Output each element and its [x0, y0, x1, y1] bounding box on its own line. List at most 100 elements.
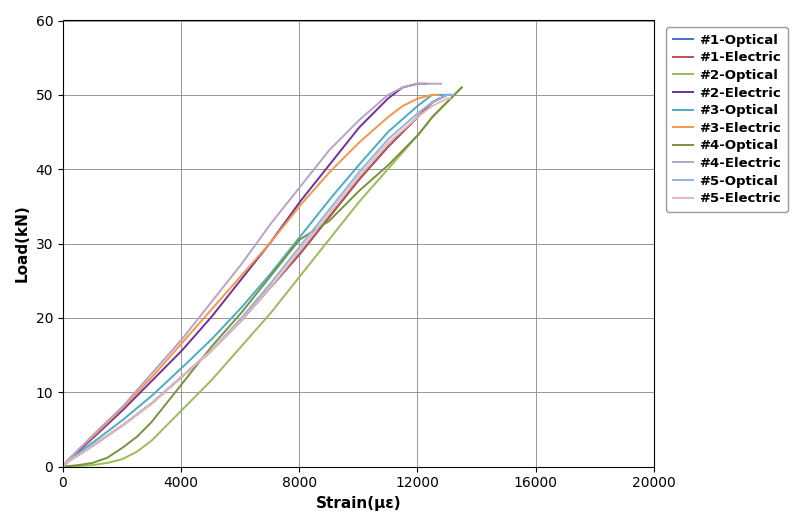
#3-Optical — [442, 92, 452, 98]
Line: #5-Electric: #5-Electric — [63, 98, 449, 467]
#2-Optical — [83, 462, 92, 469]
#5-Optical — [284, 257, 294, 263]
#1-Optical — [282, 265, 292, 271]
Line: #2-Optical: #2-Optical — [63, 87, 461, 467]
#4-Electric — [412, 80, 422, 87]
#4-Electric — [383, 92, 393, 98]
#5-Electric — [304, 235, 314, 241]
#1-Electric — [351, 180, 361, 186]
#1-Electric — [282, 265, 292, 271]
X-axis label: Strain(με): Strain(με) — [315, 496, 401, 511]
#4-Electric — [435, 80, 445, 87]
#1-Optical — [391, 135, 400, 141]
Line: #4-Optical: #4-Optical — [63, 87, 461, 467]
Line: #5-Optical: #5-Optical — [63, 95, 452, 467]
Line: #3-Electric: #3-Electric — [63, 95, 438, 467]
#4-Optical — [401, 144, 411, 150]
#4-Optical — [290, 242, 299, 249]
#3-Electric — [433, 92, 443, 98]
#5-Optical — [354, 169, 363, 176]
#4-Electric — [344, 126, 354, 133]
#2-Electric — [371, 108, 380, 114]
#4-Optical — [58, 463, 67, 470]
#5-Electric — [444, 95, 454, 102]
Line: #3-Optical: #3-Optical — [63, 95, 447, 467]
#2-Electric — [290, 206, 299, 213]
#4-Optical — [312, 226, 322, 232]
#3-Electric — [342, 151, 352, 157]
#2-Electric — [334, 150, 343, 156]
#3-Optical — [58, 463, 67, 470]
#1-Optical — [58, 463, 67, 470]
#5-Optical — [306, 229, 316, 235]
#4-Optical — [83, 461, 92, 467]
Line: #4-Electric: #4-Electric — [63, 84, 440, 467]
#3-Electric — [381, 116, 391, 122]
#5-Optical — [442, 92, 452, 98]
#4-Optical — [360, 182, 370, 188]
#5-Electric — [82, 447, 91, 453]
#2-Electric — [421, 80, 431, 87]
#2-Electric — [269, 235, 278, 241]
#1-Electric — [304, 239, 314, 245]
#4-Electric — [58, 463, 67, 470]
#1-Electric — [444, 92, 454, 98]
#4-Electric — [277, 206, 287, 212]
#5-Optical — [448, 92, 457, 98]
#3-Optical — [281, 251, 290, 258]
#4-Optical — [456, 84, 466, 90]
#4-Optical — [300, 233, 310, 239]
#3-Electric — [58, 463, 67, 470]
#3-Electric — [286, 214, 295, 220]
#3-Electric — [276, 227, 286, 233]
#4-Electric — [298, 179, 308, 185]
#3-Optical — [388, 124, 398, 130]
#2-Optical — [58, 463, 67, 470]
#3-Optical — [82, 444, 91, 450]
#1-Optical — [442, 92, 452, 98]
#1-Optical — [293, 253, 302, 259]
#2-Optical — [456, 84, 466, 90]
#2-Electric — [278, 221, 288, 228]
#5-Electric — [58, 463, 67, 470]
#5-Optical — [393, 127, 403, 133]
#2-Optical — [360, 191, 370, 198]
#5-Optical — [294, 244, 304, 250]
#3-Optical — [302, 224, 312, 230]
#3-Optical — [349, 167, 358, 174]
#5-Electric — [391, 133, 400, 139]
#1-Optical — [351, 180, 361, 186]
#3-Electric — [81, 440, 91, 446]
#2-Electric — [412, 80, 422, 87]
#1-Optical — [444, 92, 454, 98]
Legend: #1-Optical, #1-Electric, #2-Optical, #2-Electric, #3-Optical, #3-Electric, #4-Op: #1-Optical, #1-Electric, #2-Optical, #2-… — [666, 27, 787, 212]
#2-Electric — [58, 463, 67, 470]
#3-Optical — [427, 92, 437, 98]
#4-Electric — [287, 193, 297, 199]
Line: #1-Optical: #1-Optical — [63, 95, 449, 467]
#3-Optical — [291, 239, 301, 245]
#1-Electric — [58, 463, 67, 470]
#5-Electric — [351, 176, 361, 182]
#5-Electric — [282, 262, 292, 269]
#2-Optical — [290, 280, 299, 286]
#4-Electric — [81, 439, 91, 445]
#1-Optical — [304, 239, 314, 245]
#2-Optical — [300, 267, 310, 273]
#1-Electric — [82, 447, 91, 453]
#5-Optical — [58, 463, 67, 470]
Y-axis label: Load(kN): Load(kN) — [15, 205, 30, 282]
Line: #1-Electric: #1-Electric — [63, 95, 449, 467]
#1-Electric — [293, 253, 302, 259]
#2-Electric — [80, 442, 90, 448]
#5-Optical — [82, 447, 91, 453]
#1-Optical — [82, 447, 91, 453]
#2-Optical — [312, 251, 322, 258]
Line: #2-Electric: #2-Electric — [63, 84, 426, 467]
#3-Electric — [427, 92, 437, 98]
#3-Electric — [297, 200, 306, 207]
#1-Electric — [391, 135, 400, 141]
#1-Electric — [442, 92, 452, 98]
#5-Electric — [442, 95, 452, 102]
#2-Optical — [401, 145, 411, 151]
